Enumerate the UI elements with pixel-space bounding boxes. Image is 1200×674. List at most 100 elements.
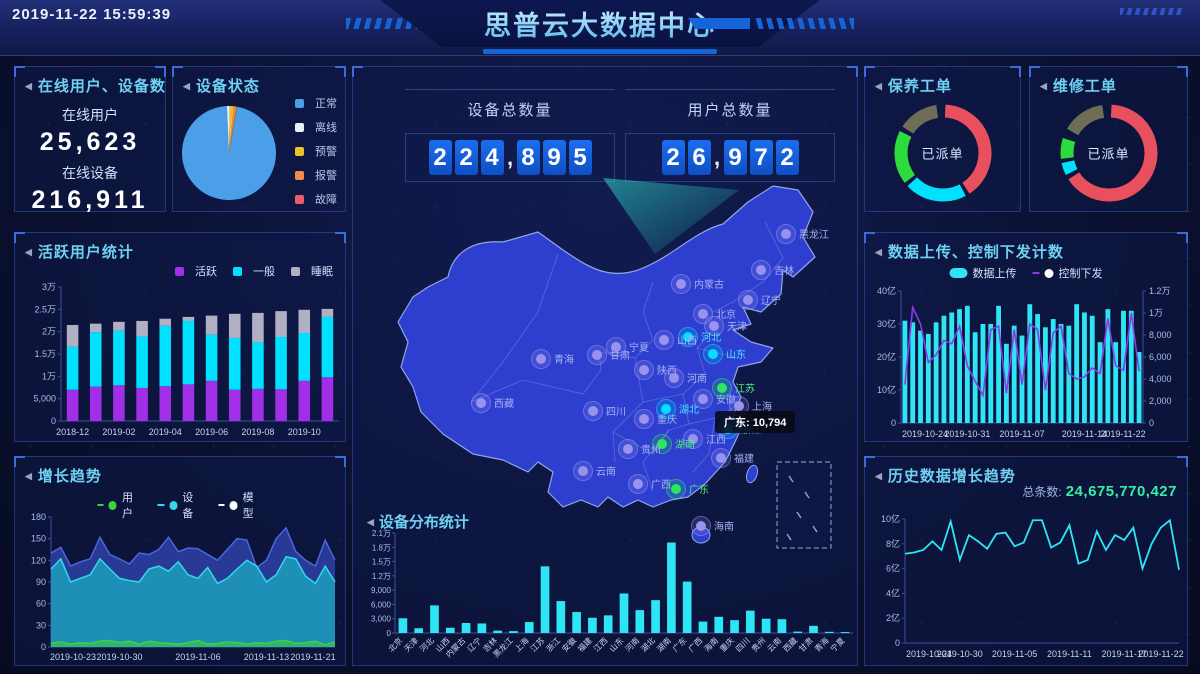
legend-item-sleep[interactable]: 睡眠 xyxy=(291,263,333,279)
donut-seg-gray[interactable] xyxy=(1066,104,1104,136)
pie-slice-报警[interactable] xyxy=(229,106,237,153)
control-line[interactable] xyxy=(904,304,1140,399)
pie-slice-预警[interactable] xyxy=(229,106,234,153)
bar-2019-05-活跃[interactable] xyxy=(182,384,195,421)
device-distribution-chart[interactable]: 03,0006,0009,0001.2万1.5万1.8万2.1万北京天津河北山西… xyxy=(357,529,855,663)
bar-2019-02-活跃[interactable] xyxy=(113,385,125,421)
bar-2018-12-一般[interactable] xyxy=(66,346,79,390)
bar-2019-07-一般[interactable] xyxy=(228,337,241,390)
legend-item-active[interactable]: 活跃 xyxy=(175,263,217,279)
bar-2019-02-睡眠[interactable] xyxy=(113,321,125,331)
map-marker-陕西[interactable]: 陕西 xyxy=(634,360,677,380)
bar-浙江[interactable] xyxy=(556,601,566,633)
map-marker-四川[interactable]: 四川 xyxy=(583,401,626,421)
map-marker-江苏[interactable]: 江苏 xyxy=(712,378,755,398)
upload-bar[interactable] xyxy=(1128,310,1134,423)
bar-2019-08-一般[interactable] xyxy=(252,342,264,389)
donut-seg-red[interactable] xyxy=(1067,104,1157,202)
donut-seg-gray[interactable] xyxy=(901,104,938,134)
donut-seg-red[interactable] xyxy=(944,104,991,194)
bar-内蒙古[interactable] xyxy=(461,623,471,633)
upload-bar[interactable] xyxy=(1011,325,1017,423)
bar-2019-01-睡眠[interactable] xyxy=(89,323,102,333)
map-marker-河北[interactable]: 河北 xyxy=(678,327,721,347)
growth-trend-chart[interactable]: 0 30 60 90 120 150 180 2019-10-23 2019-10-30 2019… xyxy=(21,509,343,663)
bar-福建[interactable] xyxy=(588,617,597,633)
bar-山东[interactable] xyxy=(619,593,629,633)
bar-2019-11-一般[interactable] xyxy=(321,316,334,378)
map-marker-山东[interactable]: 山东 xyxy=(703,344,746,364)
bar-2019-09-活跃[interactable] xyxy=(275,389,287,421)
legend-item-general[interactable]: 一般 xyxy=(233,263,275,279)
upload-bar[interactable] xyxy=(1074,304,1080,423)
map-marker-山西[interactable]: 山西 xyxy=(654,330,697,350)
upload-bar[interactable] xyxy=(957,309,962,423)
upload-bar[interactable] xyxy=(902,320,908,423)
upload-bar[interactable] xyxy=(918,330,923,423)
bar-2019-04-睡眠[interactable] xyxy=(159,318,172,326)
area-用户[interactable] xyxy=(51,640,335,648)
bar-吉林[interactable] xyxy=(493,630,502,633)
bar-2019-08-活跃[interactable] xyxy=(252,388,264,421)
upload-bar[interactable] xyxy=(910,322,916,423)
bar-河北[interactable] xyxy=(430,605,439,633)
upload-bar[interactable] xyxy=(941,315,947,423)
bar-2019-10-活跃[interactable] xyxy=(298,380,311,421)
map-marker-安徽[interactable]: 安徽 xyxy=(693,389,736,409)
map-marker-湖南[interactable]: 湖南 xyxy=(652,434,695,454)
map-marker-吉林[interactable]: 吉林 xyxy=(751,260,794,280)
legend-item-normal[interactable]: 正常 xyxy=(295,95,337,111)
map-marker-海南[interactable]: 海南 xyxy=(691,516,734,536)
bar-江西[interactable] xyxy=(603,615,613,633)
pie-slice-故障[interactable] xyxy=(229,106,238,153)
upload-bar[interactable] xyxy=(988,324,994,423)
bar-北京[interactable] xyxy=(398,618,408,633)
donut-seg-green[interactable] xyxy=(1060,138,1075,159)
bar-四川[interactable] xyxy=(746,610,755,633)
map-marker-宁夏[interactable]: 宁夏 xyxy=(606,337,649,357)
repair-donut-chart[interactable] xyxy=(1034,89,1184,211)
upload-bar[interactable] xyxy=(1113,342,1119,423)
bar-2019-08-睡眠[interactable] xyxy=(252,312,264,343)
bar-2019-07-活跃[interactable] xyxy=(228,389,241,421)
bar-2018-12-活跃[interactable] xyxy=(66,389,79,421)
map-marker-福建[interactable]: 福建 xyxy=(711,448,754,468)
legend-item-control[interactable]: 控制下发 xyxy=(1032,265,1103,281)
bar-河南[interactable] xyxy=(635,610,645,633)
bar-2019-04-活跃[interactable] xyxy=(159,386,172,421)
map-marker-广西[interactable]: 广西 xyxy=(628,474,671,494)
bar-甘肃[interactable] xyxy=(809,625,818,633)
history-polyline[interactable] xyxy=(904,518,1180,572)
bar-云南[interactable] xyxy=(777,619,787,633)
map-marker-云南[interactable]: 云南 xyxy=(573,461,616,481)
map-marker-广东[interactable]: 广东 xyxy=(666,479,709,499)
bar-天津[interactable] xyxy=(414,628,424,633)
bar-2019-03-一般[interactable] xyxy=(136,336,148,388)
upload-bar[interactable] xyxy=(1082,312,1087,423)
map-marker-甘肃[interactable]: 甘肃 xyxy=(587,345,630,365)
map-marker-黑龙江[interactable]: 黑龙江 xyxy=(776,224,829,244)
map-marker-天津[interactable]: 天津 xyxy=(704,316,747,336)
map-marker-青海[interactable]: 青海 xyxy=(531,349,574,369)
upload-bar[interactable] xyxy=(1050,319,1056,423)
map-marker-河南[interactable]: 河南 xyxy=(664,368,707,388)
bar-湖北[interactable] xyxy=(651,600,660,633)
bar-广西[interactable] xyxy=(698,621,708,633)
upload-bar[interactable] xyxy=(949,312,955,423)
upload-bar[interactable] xyxy=(1027,304,1033,423)
upload-bar[interactable] xyxy=(1042,327,1048,423)
legend-item-upload[interactable]: 数据上传 xyxy=(949,265,1017,281)
bar-2019-01-活跃[interactable] xyxy=(89,386,102,421)
bar-宁夏[interactable] xyxy=(840,632,850,633)
legend-item-fault[interactable]: 故障 xyxy=(295,191,337,207)
upload-combo-chart[interactable]: 0 10亿 20亿 30亿 40亿 0 2,000 4,000 6,000 8,000 1万 1.2万… xyxy=(867,285,1189,441)
bar-青海[interactable] xyxy=(824,631,834,633)
maintenance-donut-chart[interactable] xyxy=(868,89,1018,211)
map-marker-江西[interactable]: 江西 xyxy=(683,429,726,449)
bar-辽宁[interactable] xyxy=(477,623,487,633)
bar-2019-09-睡眠[interactable] xyxy=(275,311,287,338)
upload-bar[interactable] xyxy=(925,333,931,423)
active-users-chart[interactable]: 0 5,000 1万 1.5万 2万 2.5万 3万 2018-12 2019-02 2019-0… xyxy=(21,281,343,439)
